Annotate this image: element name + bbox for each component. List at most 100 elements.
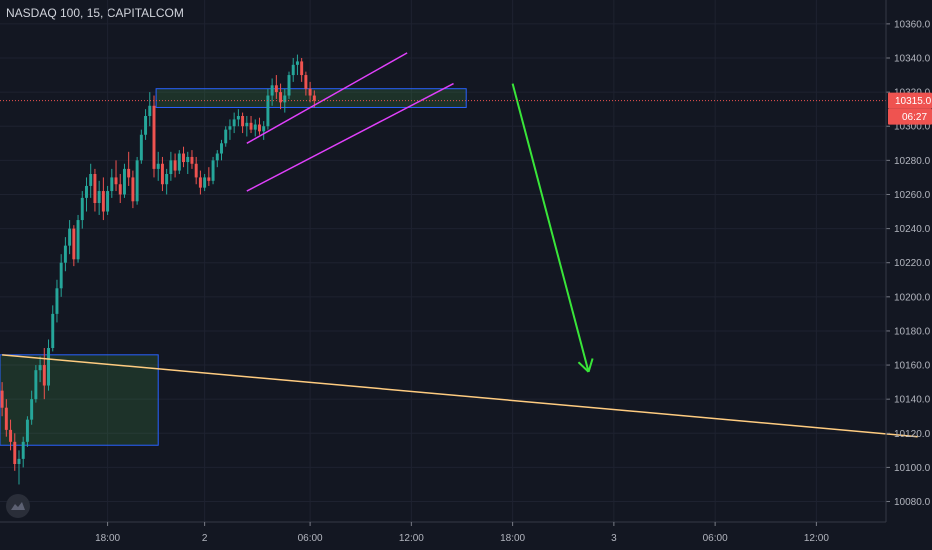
candle-body: [257, 124, 261, 132]
x-tick-label: 12:00: [804, 533, 829, 544]
candle-body: [118, 184, 122, 195]
arrow-head: [587, 358, 594, 373]
candle-body: [236, 116, 240, 120]
y-tick-label: 10300.0: [894, 122, 931, 133]
candle-body: [186, 156, 190, 163]
candle-body: [266, 95, 270, 127]
candle-body: [182, 153, 186, 163]
x-tick-label: 3: [611, 533, 617, 544]
candle-body: [34, 370, 38, 400]
y-tick-label: 10120.0: [894, 429, 931, 440]
candle-body: [211, 160, 215, 181]
candle-body: [253, 124, 257, 130]
trendline: [2, 354, 918, 438]
candle-body: [110, 177, 114, 192]
current-price-badge: [888, 92, 932, 109]
candle-body: [245, 122, 249, 127]
y-tick-label: 10160.0: [894, 361, 931, 372]
candle-body: [93, 174, 97, 203]
y-tick-label: 10240.0: [894, 224, 931, 235]
time-axis[interactable]: 18:00 2 06:00 12:00 18:00 3 06:00 12:00: [0, 521, 886, 544]
y-tick-label: 10220.0: [894, 258, 931, 269]
candle-body: [198, 177, 202, 188]
candle-body: [114, 177, 118, 185]
candle-body: [122, 168, 126, 195]
candle-body: [76, 220, 80, 260]
y-tick-label: 10100.0: [894, 463, 931, 474]
candle-body: [42, 365, 46, 386]
candle-body: [0, 390, 4, 408]
candle-body: [262, 126, 266, 132]
candle-body: [232, 119, 236, 127]
price-axis[interactable]: 10080.0 10100.0 10120.0 10140.0 10160.0 10180…: [885, 0, 931, 522]
candle-body: [63, 245, 67, 263]
target-arrow: [511, 83, 590, 373]
candle-body: [106, 191, 110, 212]
x-tick-label: 06:00: [703, 533, 728, 544]
tradingview-logo-icon[interactable]: [6, 494, 30, 518]
candle-body: [203, 177, 207, 188]
candle-body: [312, 95, 316, 101]
chart-title: NASDAQ 100, 15, CAPITALCOM: [6, 6, 184, 20]
x-tick-label: 12:00: [399, 533, 424, 544]
current-price-label: 10315.0: [895, 96, 932, 107]
candle-body: [131, 177, 135, 202]
candle-body: [190, 156, 194, 164]
candle-body: [9, 429, 13, 442]
y-tick-label: 10280.0: [894, 156, 931, 167]
candle-body: [160, 163, 164, 185]
candle-body: [85, 185, 88, 198]
candle-body: [72, 228, 76, 260]
x-tick-label: 18:00: [95, 533, 120, 544]
candle-body: [97, 191, 101, 203]
candle-body: [4, 407, 8, 430]
grid-lines: [0, 0, 886, 522]
y-tick-label: 10140.0: [894, 395, 931, 406]
y-tick-label: 10260.0: [894, 190, 931, 201]
candle-body: [169, 160, 173, 174]
candle-body: [177, 153, 181, 171]
candle-body: [207, 177, 211, 181]
candle-body: [295, 61, 299, 65]
candle-body: [148, 105, 152, 116]
candle-body: [173, 160, 177, 171]
candle-body: [47, 348, 50, 386]
candle-body: [144, 116, 148, 135]
candle-body: [274, 85, 278, 93]
candles-layer: [0, 54, 316, 485]
candle-body: [156, 163, 160, 169]
candle-body: [89, 174, 93, 186]
candle-body: [17, 458, 21, 464]
candle-body: [152, 105, 156, 169]
candle-body: [220, 143, 223, 154]
candle-body: [287, 75, 291, 96]
candle-body: [241, 116, 245, 127]
candle-body: [38, 365, 42, 371]
candle-body: [101, 191, 105, 212]
price-badges: 10315.0 06:27: [888, 92, 932, 125]
channel-lower-line: [246, 82, 454, 192]
candle-body: [135, 160, 139, 202]
x-tick-label: 06:00: [298, 533, 323, 544]
candle-body: [224, 129, 228, 144]
candle-body: [68, 228, 72, 246]
candle-body: [291, 64, 295, 76]
x-tick-label: 18:00: [500, 533, 525, 544]
channel-upper-line: [246, 52, 408, 144]
candle-body: [283, 95, 287, 103]
candle-body: [30, 399, 34, 420]
y-tick-label: 10360.0: [894, 19, 931, 30]
candle-body: [300, 61, 304, 76]
zones-layer: [0, 88, 467, 446]
candle-body: [25, 419, 29, 442]
candle-body: [215, 153, 219, 161]
candle-body: [304, 75, 308, 89]
candle-body: [51, 313, 55, 348]
candle-body: [13, 441, 17, 464]
candle-body: [249, 122, 253, 130]
y-tick-label: 10340.0: [894, 54, 931, 65]
candle-body: [228, 126, 232, 130]
candle-body: [139, 134, 143, 161]
countdown-badge: [888, 108, 932, 125]
